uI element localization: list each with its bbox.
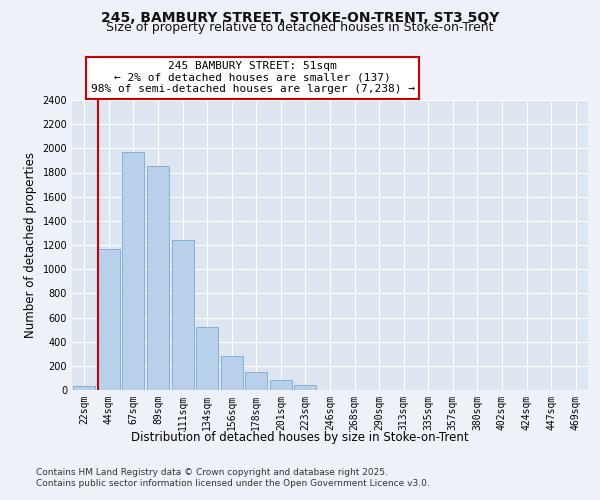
Bar: [122, 152, 145, 390]
Bar: [172, 240, 194, 390]
Bar: [221, 356, 243, 390]
Y-axis label: Number of detached properties: Number of detached properties: [24, 152, 37, 338]
Text: 245, BAMBURY STREET, STOKE-ON-TRENT, ST3 5QY: 245, BAMBURY STREET, STOKE-ON-TRENT, ST3…: [101, 10, 499, 24]
Text: Distribution of detached houses by size in Stoke-on-Trent: Distribution of detached houses by size …: [131, 431, 469, 444]
Bar: [73, 386, 95, 390]
Text: 245 BAMBURY STREET: 51sqm
← 2% of detached houses are smaller (137)
98% of semi-: 245 BAMBURY STREET: 51sqm ← 2% of detach…: [91, 61, 415, 94]
Text: Size of property relative to detached houses in Stoke-on-Trent: Size of property relative to detached ho…: [106, 21, 494, 34]
Bar: [295, 384, 316, 390]
Text: Contains public sector information licensed under the Open Government Licence v3: Contains public sector information licen…: [36, 480, 430, 488]
Bar: [196, 327, 218, 390]
Bar: [147, 166, 169, 390]
Bar: [245, 372, 268, 390]
Bar: [270, 380, 292, 390]
Text: Contains HM Land Registry data © Crown copyright and database right 2025.: Contains HM Land Registry data © Crown c…: [36, 468, 388, 477]
Bar: [98, 248, 120, 390]
